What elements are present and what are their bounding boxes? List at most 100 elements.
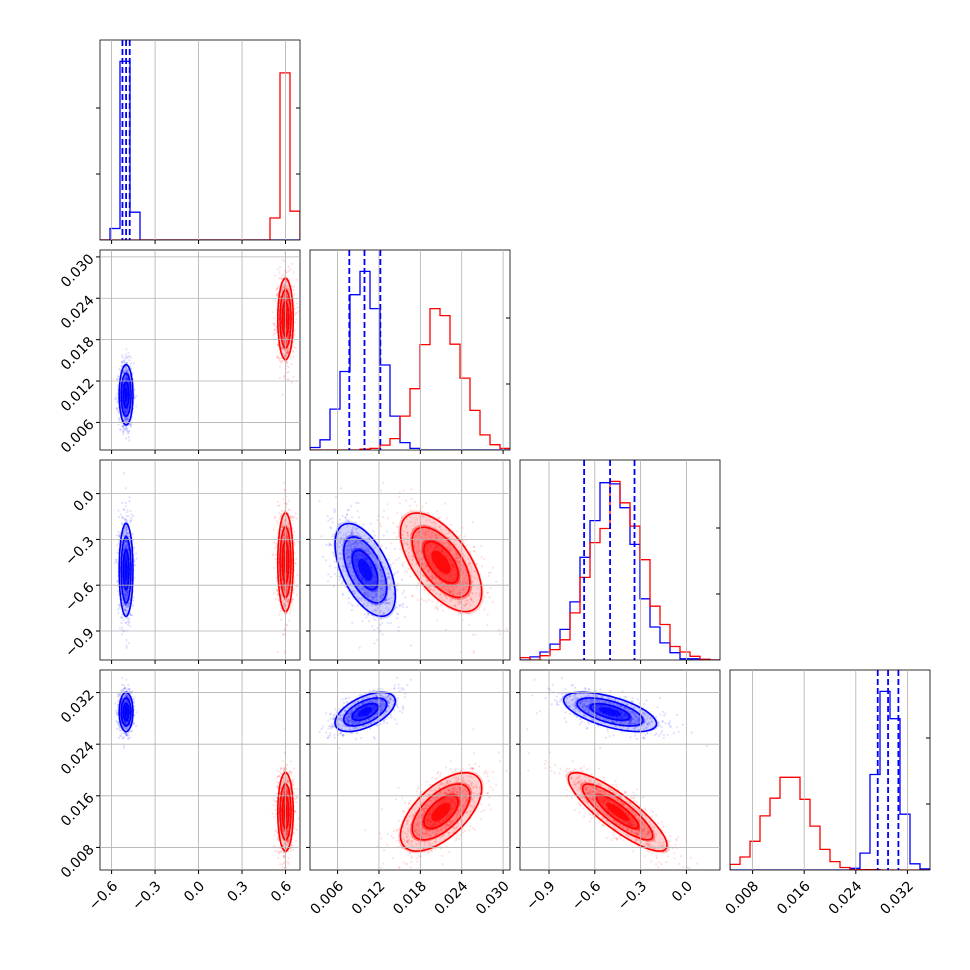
sample-point bbox=[390, 542, 393, 545]
sample-point bbox=[329, 564, 332, 568]
sample-point bbox=[125, 370, 128, 373]
sample-point bbox=[285, 341, 288, 344]
sample-point bbox=[379, 623, 382, 627]
sample-point bbox=[126, 594, 129, 597]
sample-point bbox=[359, 541, 362, 544]
sample-point bbox=[372, 609, 375, 613]
sample-point bbox=[125, 368, 128, 371]
sample-point bbox=[364, 588, 367, 592]
sample-point bbox=[371, 598, 374, 602]
sample-point bbox=[290, 381, 294, 384]
sample-point bbox=[352, 531, 355, 534]
sample-point bbox=[339, 537, 343, 540]
contour-line bbox=[281, 540, 290, 584]
sample-point bbox=[127, 591, 130, 594]
sample-point bbox=[288, 529, 291, 532]
sample-point bbox=[127, 606, 130, 609]
sample-point bbox=[125, 593, 128, 596]
sample-point bbox=[421, 505, 424, 509]
sample-point bbox=[287, 597, 290, 601]
sample-point bbox=[381, 561, 384, 564]
sample-point bbox=[123, 370, 126, 373]
sample-point bbox=[387, 572, 390, 575]
sample-point bbox=[374, 593, 377, 596]
sample-point bbox=[369, 594, 373, 597]
sample-point bbox=[294, 307, 297, 310]
sample-point bbox=[381, 597, 384, 600]
sample-point bbox=[396, 617, 399, 620]
sample-point bbox=[120, 615, 123, 619]
sample-point bbox=[281, 258, 285, 262]
sample-point bbox=[387, 602, 390, 605]
sample-point bbox=[283, 273, 286, 276]
sample-point bbox=[126, 519, 129, 523]
sample-point bbox=[127, 418, 130, 421]
sample-point bbox=[276, 287, 279, 290]
sample-point bbox=[125, 541, 128, 544]
sample-point bbox=[293, 285, 296, 288]
sample-point bbox=[346, 545, 349, 548]
sample-point bbox=[133, 547, 136, 550]
sample-point bbox=[367, 549, 370, 553]
sample-point bbox=[120, 516, 123, 519]
sample-point bbox=[122, 517, 125, 520]
sample-point bbox=[276, 287, 279, 290]
sample-point bbox=[135, 405, 138, 408]
sample-point bbox=[462, 541, 465, 544]
sample-point bbox=[276, 521, 279, 525]
sample-point bbox=[406, 543, 409, 546]
sample-point bbox=[124, 487, 127, 490]
sample-point bbox=[414, 548, 417, 551]
sample-point bbox=[124, 518, 127, 522]
sample-point bbox=[364, 548, 368, 551]
sample-point bbox=[127, 371, 130, 374]
sample-point bbox=[126, 605, 129, 608]
sample-point bbox=[276, 357, 279, 360]
sample-point bbox=[381, 613, 384, 616]
sample-point bbox=[117, 374, 120, 377]
sample-point bbox=[126, 417, 129, 420]
sample-point bbox=[368, 552, 371, 555]
sample-point bbox=[292, 340, 295, 343]
sample-point bbox=[354, 541, 357, 544]
sample-point bbox=[122, 534, 126, 537]
sample-point bbox=[384, 568, 387, 571]
contour-line bbox=[276, 277, 295, 361]
sample-point bbox=[351, 531, 354, 534]
sample-point bbox=[124, 410, 127, 413]
sample-point bbox=[117, 612, 120, 615]
sample-point bbox=[282, 341, 285, 344]
sample-point bbox=[281, 359, 284, 363]
sample-point bbox=[373, 591, 377, 594]
sample-point bbox=[433, 588, 436, 592]
sample-point bbox=[379, 569, 382, 572]
sample-point bbox=[469, 567, 472, 571]
sample-point bbox=[425, 565, 428, 568]
sample-point bbox=[118, 604, 121, 607]
sample-point bbox=[400, 578, 403, 581]
sample-point bbox=[462, 604, 465, 607]
sample-point bbox=[367, 604, 370, 607]
sample-point bbox=[127, 602, 130, 605]
sample-point bbox=[286, 335, 289, 338]
sample-point bbox=[132, 604, 135, 608]
sample-point bbox=[361, 544, 364, 547]
sample-point bbox=[474, 570, 477, 573]
sample-point bbox=[293, 333, 296, 336]
sample-point bbox=[117, 594, 120, 597]
sample-point bbox=[295, 312, 298, 315]
sample-point bbox=[286, 351, 289, 355]
sample-point bbox=[127, 351, 130, 354]
sample-point bbox=[498, 633, 502, 636]
sample-point bbox=[123, 472, 126, 475]
sample-point bbox=[366, 541, 369, 544]
sample-point bbox=[380, 575, 383, 579]
sample-point bbox=[129, 613, 132, 616]
sample-point bbox=[276, 593, 279, 596]
sample-point bbox=[118, 534, 121, 537]
sample-point bbox=[444, 588, 447, 592]
sample-point bbox=[339, 522, 342, 525]
sample-point bbox=[396, 570, 400, 573]
sample-point bbox=[383, 565, 386, 569]
sample-point bbox=[352, 527, 355, 530]
